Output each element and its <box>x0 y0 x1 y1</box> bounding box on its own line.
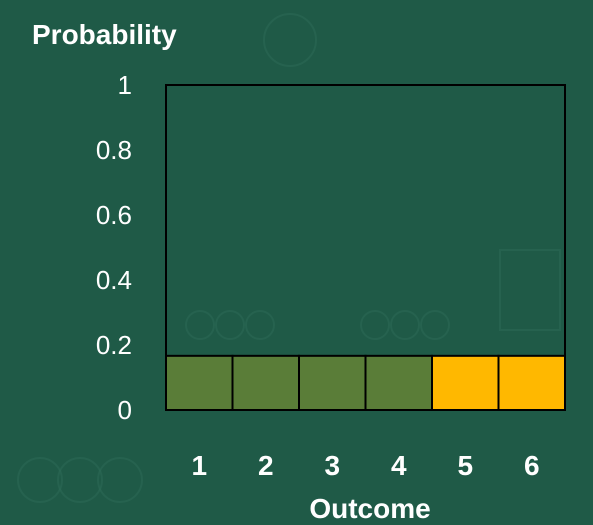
bar-outcome-5 <box>431 354 500 412</box>
x-tick-label: 5 <box>457 450 473 481</box>
bar-outcome-4 <box>364 354 433 412</box>
bar-outcome-3 <box>298 354 367 412</box>
x-tick-label: 6 <box>524 450 540 481</box>
x-axis-title: Outcome <box>309 493 430 524</box>
y-tick-labels: 0 0.2 0.4 0.6 0.8 1 <box>96 70 132 425</box>
x-tick-label: 3 <box>324 450 340 481</box>
y-axis-title: Probability <box>32 19 177 50</box>
y-tick-label: 0 <box>118 395 132 425</box>
x-tick-label: 2 <box>258 450 274 481</box>
y-tick-label: 1 <box>118 70 132 100</box>
bar-outcome-6 <box>497 354 566 412</box>
x-tick-labels: 1 2 3 4 5 6 <box>191 450 539 481</box>
bars <box>165 354 566 412</box>
x-tick-label: 4 <box>391 450 407 481</box>
y-tick-label: 0.2 <box>96 330 132 360</box>
y-tick-label: 0.8 <box>96 135 132 165</box>
plot-frame <box>165 84 566 411</box>
bar-outcome-2 <box>231 354 300 412</box>
background-decoration <box>17 13 561 503</box>
y-tick-label: 0.6 <box>96 200 132 230</box>
bar-outcome-1 <box>165 354 234 412</box>
x-tick-label: 1 <box>191 450 207 481</box>
y-tick-label: 0.4 <box>96 265 132 295</box>
